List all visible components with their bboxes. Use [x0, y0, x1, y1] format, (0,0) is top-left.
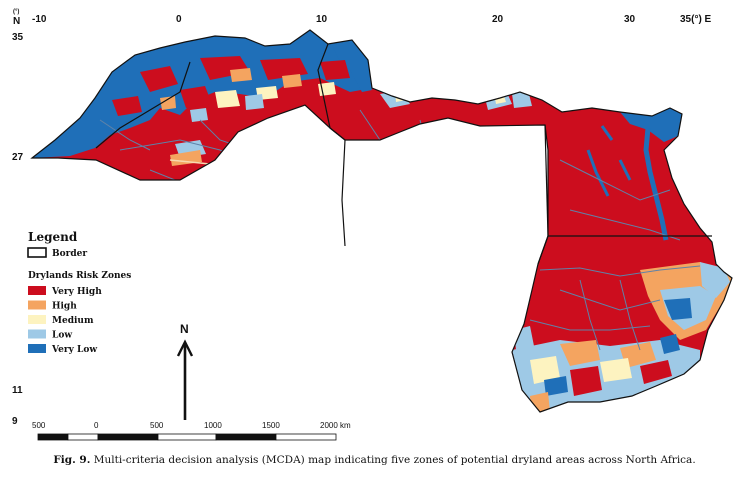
patch-low-1 [245, 94, 264, 110]
admin-line [149, 169, 301, 271]
legend-items: Very High High Medium Low Very Low [28, 286, 102, 355]
legend-border-label: Border [52, 249, 87, 259]
scale-bar-segments [37, 433, 337, 441]
admin-line [469, 139, 491, 221]
scale-label-0: 500 [32, 421, 46, 430]
legend-label-2: Medium [52, 316, 94, 326]
patch-red-4 [320, 60, 350, 80]
tick-top-lon-4: 20 [492, 14, 504, 25]
national-borders [31, 29, 733, 413]
scale-seg [275, 433, 337, 441]
tick-left-lat-2: 27 [12, 152, 24, 163]
caption-text: Multi-criteria decision analysis (MCDA) … [93, 454, 696, 466]
scale-seg [97, 433, 159, 441]
zone-low-egypt-oases [586, 125, 632, 197]
patch-orange-2 [282, 74, 302, 88]
tick-top-lon-3: 10 [316, 14, 328, 25]
admin-line [619, 279, 641, 351]
scale-label-3: 1000 [204, 421, 222, 430]
admin-line [539, 265, 701, 277]
tick-top-lon-5: 30 [624, 14, 636, 25]
legend-swatch-4 [28, 344, 46, 353]
scale-label-4: 1500 [262, 421, 280, 430]
legend-subtitle: Drylands Risk Zones [28, 271, 131, 281]
corner-degree-label: (°) [13, 9, 19, 15]
patch-low-2 [190, 108, 208, 122]
admin-line [579, 279, 601, 351]
admin-line [569, 209, 681, 241]
scale-seg [67, 433, 99, 441]
legend-border-swatch [27, 247, 47, 258]
zone-very-low-nile [643, 127, 669, 241]
admin-line [559, 289, 661, 311]
zone-yellow-south-1 [530, 356, 560, 384]
border-morocco-algeria [95, 61, 191, 149]
zone-very-low-tunisia [330, 40, 372, 92]
legend-swatch-1 [28, 300, 46, 310]
feature-line [275, 179, 281, 231]
caption-label: Fig. 9. [53, 454, 91, 466]
zone-high-south-2 [620, 342, 656, 368]
zone-high-south-1 [560, 340, 600, 366]
admin-line [559, 159, 671, 201]
legend-title: Legend [28, 230, 78, 244]
scale-label-2: 500 [150, 421, 164, 430]
scale-seg [215, 433, 277, 441]
legend-label-4: Very Low [51, 345, 97, 355]
legend-swatch-0 [28, 286, 46, 295]
zone-very-low-sudan-east [664, 298, 692, 320]
legend-swatch-2 [28, 315, 46, 324]
zone-very-low-south-2 [660, 334, 680, 354]
zone-yellow-south-2 [600, 358, 632, 382]
legend-swatch-3 [28, 329, 46, 339]
border-libya-sudan [537, 235, 549, 265]
admin-line [529, 319, 651, 331]
legend-label-3: Low [52, 331, 72, 341]
patch-orange-3 [160, 96, 176, 110]
patch-yellow-1 [215, 90, 240, 108]
map-body [31, 29, 733, 413]
admin-line [99, 119, 151, 151]
zone-red-south-2 [640, 360, 672, 384]
border-algeria-libya [329, 127, 346, 247]
north-arrow-head [176, 339, 194, 357]
patch-red-1 [140, 66, 178, 92]
figure-caption: Fig. 9. Multi-criteria decision analysis… [0, 454, 749, 466]
border-libya-egypt [544, 124, 549, 237]
feature-line [169, 159, 211, 165]
scale-bar: 500 0 500 1000 1500 2000 km [32, 421, 351, 441]
corner-north-label: N [13, 16, 20, 27]
scale-seg [37, 433, 69, 441]
tick-top-lon-6: 35(°) E [680, 14, 712, 25]
tick-top-lon-2: 0 [176, 14, 182, 25]
north-arrow-label: N [180, 322, 189, 336]
legend: Legend Border Drylands Risk Zones Very H… [27, 230, 131, 355]
tick-left-lat-1: 35 [12, 32, 24, 43]
tick-left-lat-3: 11 [12, 385, 23, 396]
zone-overlays [32, 30, 732, 412]
zone-very-low-south-1 [544, 376, 568, 396]
zone-very-low-nile-delta [620, 108, 682, 142]
patch-orange-1 [230, 68, 252, 82]
tick-top-lon-1: -10 [32, 14, 47, 25]
border-algeria-tunisia [317, 43, 331, 129]
north-arrow: N [176, 322, 194, 420]
zone-red-south-1 [570, 366, 602, 396]
patch-red-6 [112, 96, 142, 116]
scale-seg [157, 433, 217, 441]
patch-red-5 [180, 86, 212, 108]
top-axis-ticks: -10 0 10 20 30 35(°) E [32, 14, 712, 25]
scale-label-1: 0 [94, 421, 99, 430]
admin-line [419, 119, 451, 231]
admin-line [279, 159, 341, 247]
admin-line [229, 159, 281, 261]
scale-label-5: 2000 km [320, 421, 351, 430]
legend-label-0: Very High [51, 287, 102, 297]
legend-label-1: High [52, 302, 77, 312]
admin-line [379, 169, 521, 201]
zone-orange-libya [402, 152, 430, 176]
left-axis-ticks: (°) N 35 27 11 9 [12, 9, 24, 427]
tick-left-lat-4: 9 [12, 416, 18, 427]
